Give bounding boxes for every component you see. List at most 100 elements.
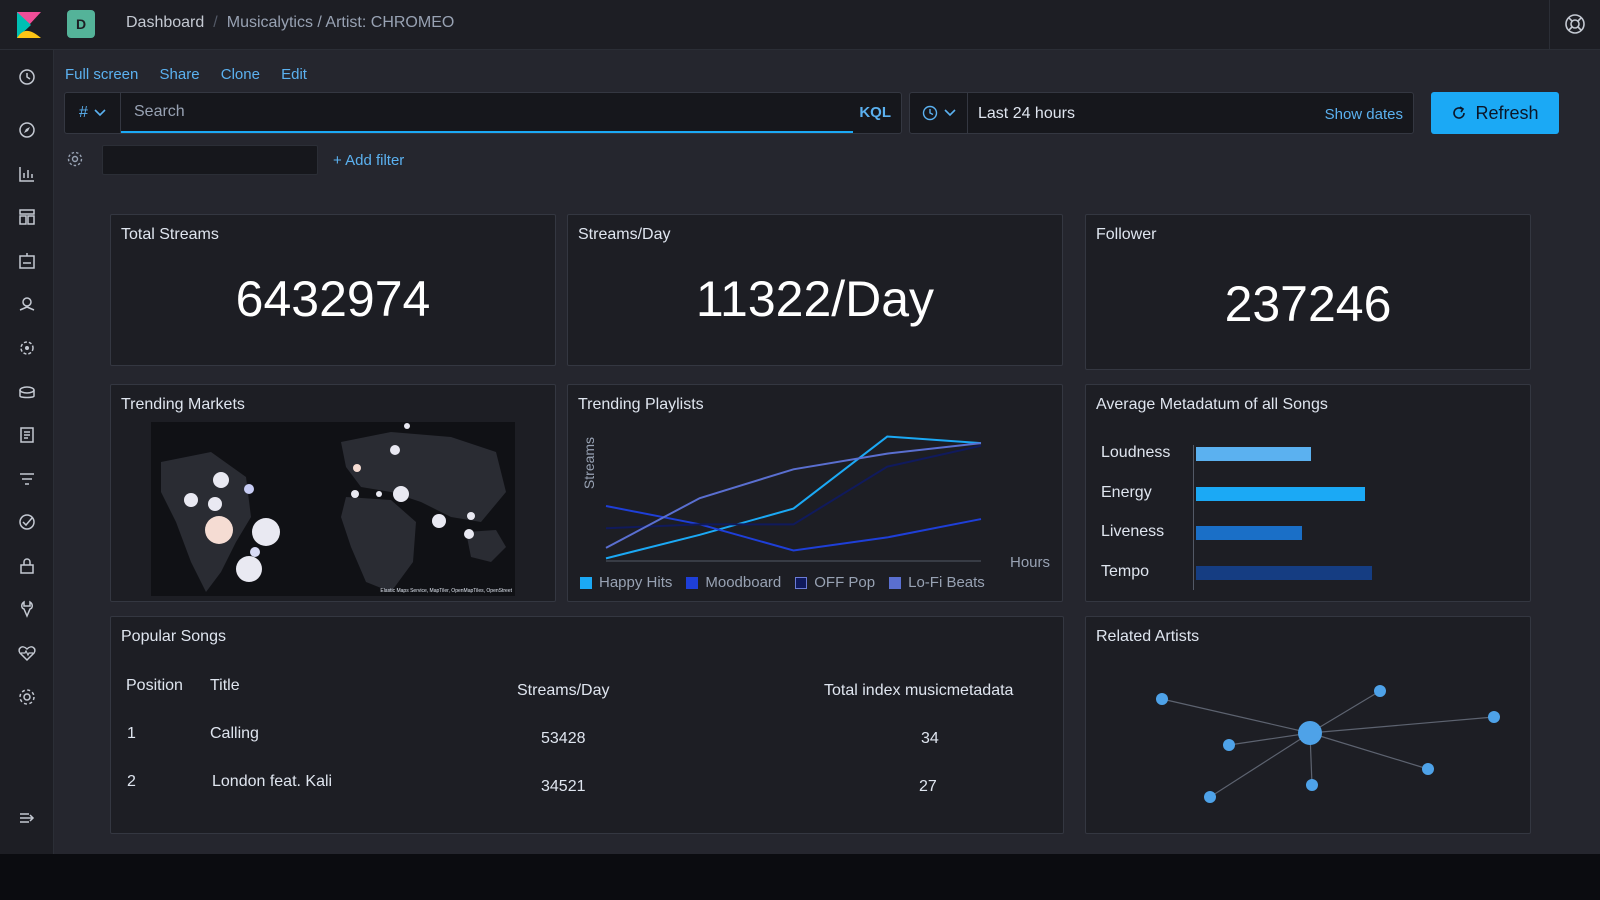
apm-icon[interactable] — [17, 469, 37, 489]
calendar-clock-icon — [922, 105, 937, 121]
market-bubble[interactable] — [467, 512, 475, 520]
filter-options-gear-icon[interactable] — [66, 150, 84, 168]
legend-item-off-pop[interactable]: OFF Pop — [795, 574, 875, 591]
bottom-strip — [0, 854, 1600, 900]
market-bubble[interactable] — [393, 486, 409, 502]
edit-link[interactable]: Edit — [281, 66, 307, 83]
recently-viewed-icon[interactable] — [17, 67, 37, 87]
panel-title: Trending Markets — [121, 396, 245, 413]
monitoring-icon[interactable] — [17, 643, 37, 663]
show-dates-link[interactable]: Show dates — [1324, 106, 1403, 123]
artist-node[interactable] — [1306, 779, 1318, 791]
column-header-position[interactable]: Position — [126, 677, 183, 694]
column-header-total-index[interactable]: Total index musicmetadata — [824, 682, 1014, 699]
filter-pill-area[interactable] — [102, 145, 318, 175]
breadcrumb-dashboard[interactable]: Dashboard — [126, 14, 205, 31]
market-bubble[interactable] — [236, 556, 262, 582]
market-bubble[interactable] — [208, 497, 222, 511]
bar-tempo[interactable] — [1196, 565, 1372, 580]
market-bubble[interactable] — [432, 514, 446, 528]
dev-tools-icon[interactable] — [17, 599, 37, 619]
legend-item-happy-hits[interactable]: Happy Hits — [580, 574, 672, 591]
table-cell: 1 — [127, 725, 136, 742]
market-bubble[interactable] — [351, 490, 359, 498]
table-cell[interactable]: London feat. Kali — [212, 773, 333, 790]
ml-icon[interactable] — [17, 338, 37, 358]
market-bubble[interactable] — [390, 445, 400, 455]
trending-playlists-chart[interactable]: Streams Hours — [568, 385, 1064, 603]
market-bubble[interactable] — [404, 423, 410, 429]
series-line-0[interactable] — [605, 435, 982, 560]
table-cell[interactable]: Calling — [210, 725, 259, 742]
bar-label: Liveness — [1101, 523, 1165, 540]
panel-title: Average Metadatum of all Songs — [1096, 396, 1328, 413]
artist-node[interactable] — [1374, 685, 1386, 697]
map-land-eurasia — [341, 432, 506, 522]
legend-item-lofi-beats[interactable]: Lo-Fi Beats — [889, 574, 985, 591]
maps-icon[interactable] — [17, 294, 37, 314]
uptime-icon[interactable] — [17, 512, 37, 532]
canvas-icon[interactable] — [17, 251, 37, 271]
dashboard-icon[interactable] — [17, 207, 37, 227]
metric-value: 11322/Day — [695, 271, 935, 327]
artist-node[interactable] — [1204, 791, 1216, 803]
table-cell: 27 — [919, 778, 937, 795]
bar-energy[interactable] — [1196, 486, 1365, 501]
main-content: Full screen Share Clone Edit # KQL Last … — [54, 50, 1600, 854]
kibana-logo-icon[interactable] — [14, 10, 44, 40]
clone-link[interactable]: Clone — [220, 66, 260, 83]
market-bubble[interactable] — [250, 547, 260, 557]
trending-markets-map[interactable]: Elastic Maps Service, MapTiler, OpenMapT… — [151, 422, 515, 596]
market-bubble[interactable] — [184, 493, 198, 507]
space-avatar[interactable]: D — [67, 10, 95, 38]
series-line-3[interactable] — [605, 442, 982, 549]
artist-node[interactable] — [1422, 763, 1434, 775]
logs-icon[interactable] — [17, 425, 37, 445]
series-line-2[interactable] — [605, 444, 982, 530]
saved-query-menu-button[interactable]: # — [65, 93, 121, 133]
artist-node-center[interactable] — [1298, 721, 1322, 745]
y-axis-label: Streams — [581, 437, 597, 489]
artist-node[interactable] — [1223, 739, 1235, 751]
series-line-1[interactable] — [605, 504, 982, 552]
artist-node[interactable] — [1156, 693, 1168, 705]
market-bubble[interactable] — [244, 484, 254, 494]
column-header-title[interactable]: Title — [210, 677, 240, 694]
management-gear-icon[interactable] — [17, 687, 37, 707]
panel-title: Trending Playlists — [578, 396, 704, 413]
add-filter-button[interactable]: + Add filter — [333, 152, 405, 169]
legend-label: Lo-Fi Beats — [908, 574, 985, 591]
legend-swatch — [795, 576, 808, 589]
map-land-africa — [341, 497, 416, 592]
related-artists-graph[interactable] — [1086, 617, 1532, 835]
time-range-label[interactable]: Last 24 hours — [978, 105, 1075, 122]
infrastructure-icon[interactable] — [17, 382, 37, 402]
legend-label: OFF Pop — [814, 574, 876, 591]
discover-icon[interactable] — [17, 120, 37, 140]
panel-trending-playlists: Trending Playlists Streams Hours Happy Hi… — [567, 384, 1063, 602]
bar-loudness[interactable] — [1196, 447, 1311, 461]
market-bubble[interactable] — [376, 491, 382, 497]
market-bubble[interactable] — [464, 529, 474, 539]
collapse-nav-icon[interactable] — [17, 808, 37, 828]
help-icon[interactable] — [1564, 13, 1586, 35]
x-axis-label: Hours — [1010, 554, 1050, 571]
query-language-toggle[interactable]: KQL — [859, 104, 891, 121]
full-screen-link[interactable]: Full screen — [65, 66, 139, 83]
market-bubble[interactable] — [205, 516, 233, 544]
bar-liveness[interactable] — [1196, 526, 1302, 540]
market-bubble[interactable] — [353, 464, 361, 472]
visualize-icon[interactable] — [17, 164, 37, 184]
search-input[interactable] — [121, 93, 853, 133]
table-cell: 34521 — [541, 778, 586, 795]
column-header-streams-day[interactable]: Streams/Day — [517, 682, 610, 699]
artist-node[interactable] — [1488, 711, 1500, 723]
quick-select-button[interactable] — [910, 93, 968, 133]
share-link[interactable]: Share — [159, 66, 200, 83]
refresh-button[interactable]: Refresh — [1431, 92, 1559, 134]
legend-item-moodboard[interactable]: Moodboard — [686, 574, 781, 591]
metric-value: 237246 — [1224, 276, 1392, 332]
market-bubble[interactable] — [252, 518, 280, 546]
market-bubble[interactable] — [213, 472, 229, 488]
siem-lock-icon[interactable] — [17, 556, 37, 576]
